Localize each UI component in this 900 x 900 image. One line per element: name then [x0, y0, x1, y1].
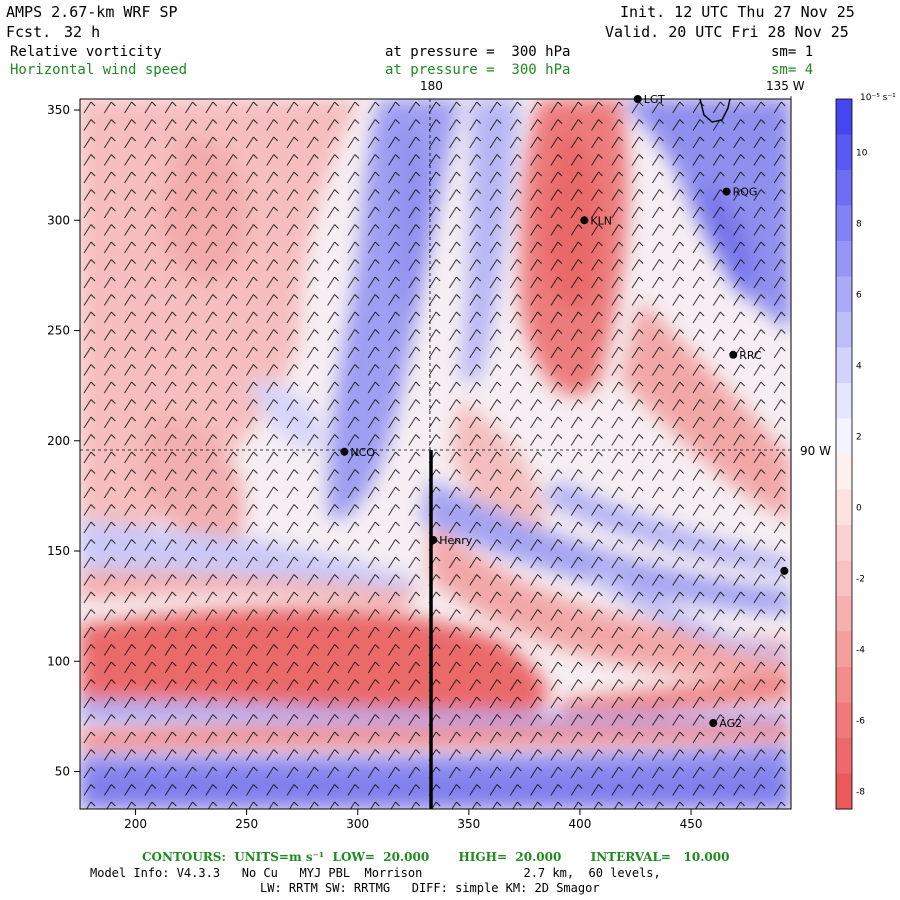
colorbar-swatch [836, 134, 852, 171]
y-tick-label: 250 [47, 324, 70, 338]
station-marker [780, 566, 789, 575]
colorbar-label: -2 [856, 574, 865, 584]
y-tick-label: 350 [47, 103, 70, 117]
colorbar-swatch [836, 454, 852, 490]
vorticity-field [80, 99, 791, 809]
colorbar-swatch [836, 773, 852, 810]
colorbar-label: -6 [856, 716, 865, 726]
colorbar-swatch [836, 205, 852, 242]
physics-info: LW: RRTM SW: RRTMG DIFF: simple KM: 2D S… [260, 881, 600, 895]
model-title: AMPS 2.67-km WRF SP [6, 3, 178, 21]
colorbar-swatch [836, 241, 852, 277]
field2-smoothing: sm= 4 [771, 62, 814, 78]
colorbar-swatch [836, 276, 852, 313]
colorbar-label: 0 [856, 503, 862, 513]
field1-smoothing: sm= 1 [771, 44, 814, 60]
station-marker [429, 535, 438, 544]
colorbar-label: -4 [856, 645, 865, 655]
colorbar-unit: 10⁻⁵ s⁻¹ [860, 93, 896, 103]
y-tick-label: 100 [47, 654, 70, 668]
colorbar: 10 8 6 4 2 0 -2 -4 -6 -8 [835, 98, 868, 810]
colorbar-label: 2 [856, 432, 862, 442]
colorbar-swatch [836, 170, 852, 206]
colorbar-swatch [836, 312, 852, 348]
x-tick-label: 200 [124, 817, 147, 831]
y-tick-label: 150 [47, 544, 70, 558]
x-axis: 200 250 300 350 400 450 [124, 809, 702, 831]
station-marker [709, 719, 718, 728]
x-tick-label: 300 [346, 817, 369, 831]
colorbar-label: 4 [856, 361, 862, 371]
x-tick-label: 400 [568, 817, 591, 831]
contour-info: CONTOURS: UNITS=m s⁻¹ LOW= 20.000 HIGH= … [142, 850, 730, 864]
init-time: Init. 12 UTC Thu 27 Nov 25 [620, 3, 855, 21]
colorbar-label: -8 [856, 787, 865, 797]
colorbar-swatch [836, 489, 852, 526]
station-label: NCO [350, 446, 375, 459]
station-marker [722, 187, 731, 196]
forecast-value: 32 h [64, 23, 101, 41]
colorbar-swatch [836, 667, 852, 703]
valid-time: Valid. 20 UTC Fri 28 Nov 25 [605, 23, 849, 41]
y-axis: 350 300 250 200 150 100 50 [47, 103, 80, 779]
y-tick-label: 300 [47, 213, 70, 227]
station-marker [633, 95, 642, 103]
forecast-label: Fcst. [6, 23, 52, 41]
colorbar-swatch [836, 560, 852, 597]
station-markers: LGT RQG KLN RRC NCO Henry AG2 [340, 93, 789, 730]
model-info: Model Info: V4.3.3 No Cu MYJ PBL Morriso… [90, 866, 661, 880]
station-label: RQG [733, 186, 758, 199]
colorbar-swatch [836, 383, 852, 419]
colorbar-label: 8 [856, 219, 862, 229]
colorbar-swatch [836, 347, 852, 384]
field1-level: at pressure = 300 hPa [385, 44, 571, 60]
x-tick-label: 350 [457, 817, 480, 831]
colorbar-swatch [836, 631, 852, 668]
station-marker [340, 447, 349, 456]
colorbar-label: 6 [856, 290, 862, 300]
y-tick-label: 50 [55, 765, 70, 779]
colorbar-swatch [836, 525, 852, 561]
field2-level: at pressure = 300 hPa [385, 62, 571, 78]
station-label: AG2 [719, 717, 742, 730]
x-tick-label: 250 [235, 817, 258, 831]
x-tick-label: 450 [680, 817, 703, 831]
colorbar-swatch [836, 596, 852, 632]
colorbar-swatch [836, 738, 852, 774]
station-label: Henry [439, 534, 473, 547]
label-180: 180 [420, 79, 443, 93]
label-90w: 90 W [800, 444, 831, 458]
label-135w: 135 W [766, 79, 805, 93]
station-label: KLN [590, 214, 612, 227]
colorbar-swatch [836, 99, 852, 135]
station-label: LGT [644, 93, 665, 106]
colorbar-swatch [836, 418, 852, 455]
station-label: RRC [739, 349, 762, 362]
field2-name: Horizontal wind speed [10, 62, 188, 78]
field1-name: Relative vorticity [10, 44, 162, 60]
y-tick-label: 200 [47, 434, 70, 448]
colorbar-swatch [836, 702, 852, 739]
colorbar-label: 10 [856, 148, 868, 158]
station-marker [580, 216, 589, 225]
station-marker [729, 350, 738, 359]
